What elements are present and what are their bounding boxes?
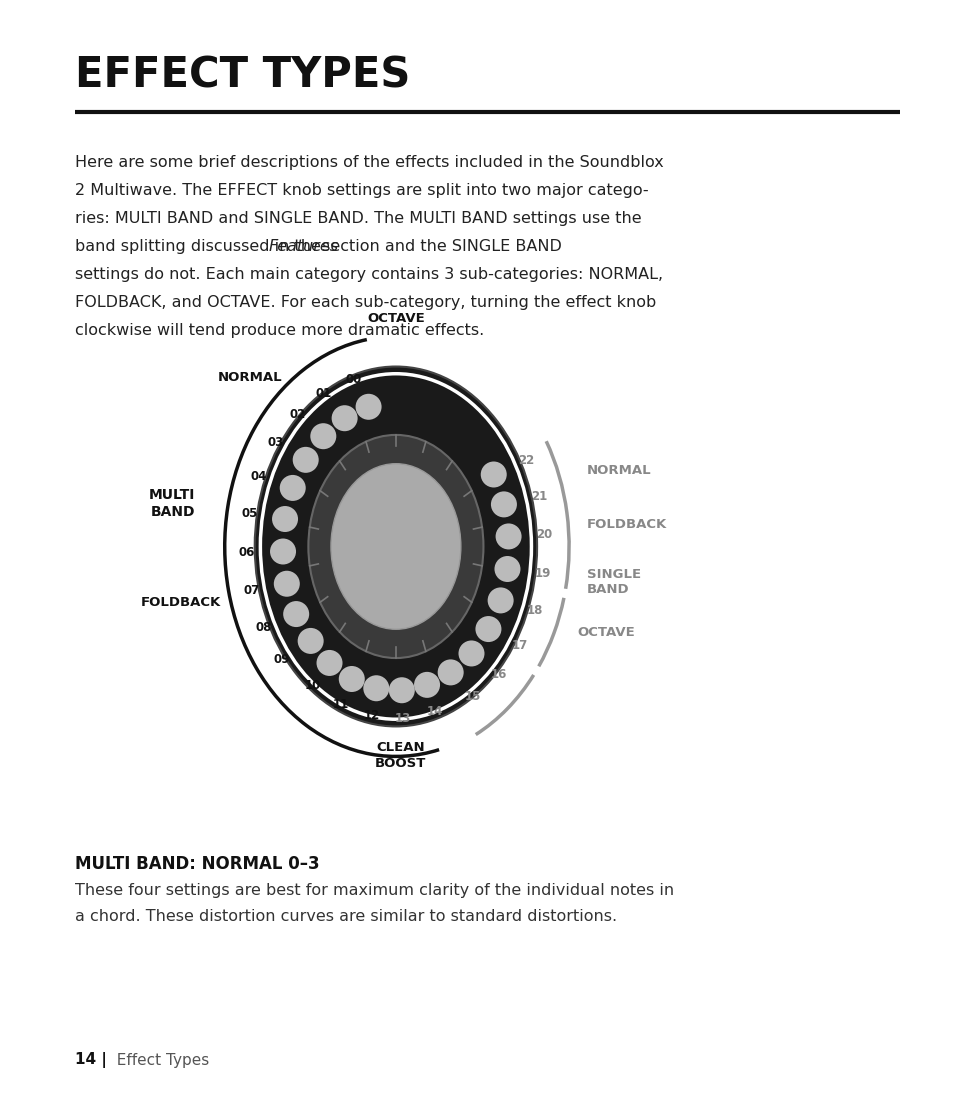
Circle shape (491, 491, 517, 518)
Text: ries: MULTI BAND and SINGLE BAND. The MULTI BAND settings use the: ries: MULTI BAND and SINGLE BAND. The MU… (75, 211, 641, 226)
Text: 15: 15 (464, 690, 480, 703)
Ellipse shape (331, 464, 460, 629)
Text: 2 Multiwave. The EFFECT knob settings are split into two major catego-: 2 Multiwave. The EFFECT knob settings ar… (75, 183, 648, 198)
Circle shape (279, 475, 305, 501)
Text: 16: 16 (490, 668, 506, 681)
Text: NORMAL: NORMAL (586, 465, 651, 477)
Text: 22: 22 (517, 454, 534, 467)
Circle shape (475, 616, 501, 643)
Circle shape (297, 628, 323, 654)
Ellipse shape (254, 367, 537, 726)
Text: band splitting discussed in the: band splitting discussed in the (75, 238, 326, 254)
Text: CLEAN
BOOST: CLEAN BOOST (375, 742, 426, 771)
Text: 09: 09 (273, 652, 289, 666)
Circle shape (414, 672, 439, 698)
Text: 01: 01 (315, 386, 332, 400)
Text: FOLDBACK: FOLDBACK (586, 519, 667, 531)
Text: section and the SINGLE BAND: section and the SINGLE BAND (316, 238, 561, 254)
Text: 07: 07 (243, 584, 259, 597)
Circle shape (437, 659, 463, 686)
Text: 19: 19 (535, 566, 551, 580)
Text: 10: 10 (305, 679, 321, 692)
Text: 21: 21 (530, 490, 546, 502)
Circle shape (310, 423, 336, 449)
Text: 14 |: 14 | (75, 1052, 107, 1068)
Text: 08: 08 (254, 620, 272, 634)
Circle shape (274, 571, 299, 597)
Circle shape (338, 666, 364, 692)
Text: FOLDBACK, and OCTAVE. For each sub-category, turning the effect knob: FOLDBACK, and OCTAVE. For each sub-categ… (75, 295, 656, 310)
Text: 02: 02 (289, 408, 305, 422)
Text: clockwise will tend produce more dramatic effects.: clockwise will tend produce more dramati… (75, 323, 484, 338)
Text: 05: 05 (241, 507, 257, 520)
Circle shape (355, 394, 381, 420)
Text: 06: 06 (238, 546, 254, 559)
Circle shape (316, 650, 342, 676)
Text: Features: Features (269, 238, 338, 254)
Text: EFFECT TYPES: EFFECT TYPES (75, 55, 410, 97)
Circle shape (458, 640, 484, 667)
Text: settings do not. Each main category contains 3 sub-categories: NORMAL,: settings do not. Each main category cont… (75, 267, 662, 282)
Text: 00: 00 (345, 373, 361, 386)
Text: MULTI
BAND: MULTI BAND (149, 488, 195, 519)
Text: 04: 04 (251, 470, 267, 484)
Text: 12: 12 (363, 710, 379, 722)
Text: OCTAVE: OCTAVE (577, 626, 634, 639)
Text: FOLDBACK: FOLDBACK (140, 596, 220, 608)
Circle shape (363, 676, 389, 701)
Text: 03: 03 (267, 436, 283, 449)
Text: MULTI BAND: NORMAL 0–3: MULTI BAND: NORMAL 0–3 (75, 854, 319, 873)
Text: These four settings are best for maximum clarity of the individual notes in: These four settings are best for maximum… (75, 883, 674, 898)
Circle shape (270, 539, 295, 564)
Text: 17: 17 (511, 638, 527, 651)
Circle shape (389, 677, 415, 703)
Circle shape (283, 601, 309, 627)
Circle shape (293, 447, 318, 473)
Text: OCTAVE: OCTAVE (367, 311, 424, 325)
Text: Here are some brief descriptions of the effects included in the Soundblox: Here are some brief descriptions of the … (75, 155, 663, 170)
Circle shape (480, 461, 506, 488)
Circle shape (495, 523, 521, 550)
Circle shape (494, 556, 520, 582)
Text: 13: 13 (395, 712, 411, 724)
Text: a chord. These distortion curves are similar to standard distortions.: a chord. These distortion curves are sim… (75, 909, 617, 924)
Text: Effect Types: Effect Types (107, 1053, 209, 1068)
Text: 14: 14 (426, 705, 442, 719)
Text: 20: 20 (536, 528, 552, 541)
Text: 18: 18 (526, 604, 542, 617)
Ellipse shape (308, 435, 483, 658)
Circle shape (487, 587, 513, 614)
Circle shape (332, 405, 357, 432)
Circle shape (272, 506, 297, 532)
Text: SINGLE
BAND: SINGLE BAND (586, 569, 640, 596)
Text: 11: 11 (333, 698, 349, 711)
Text: NORMAL: NORMAL (217, 371, 282, 383)
